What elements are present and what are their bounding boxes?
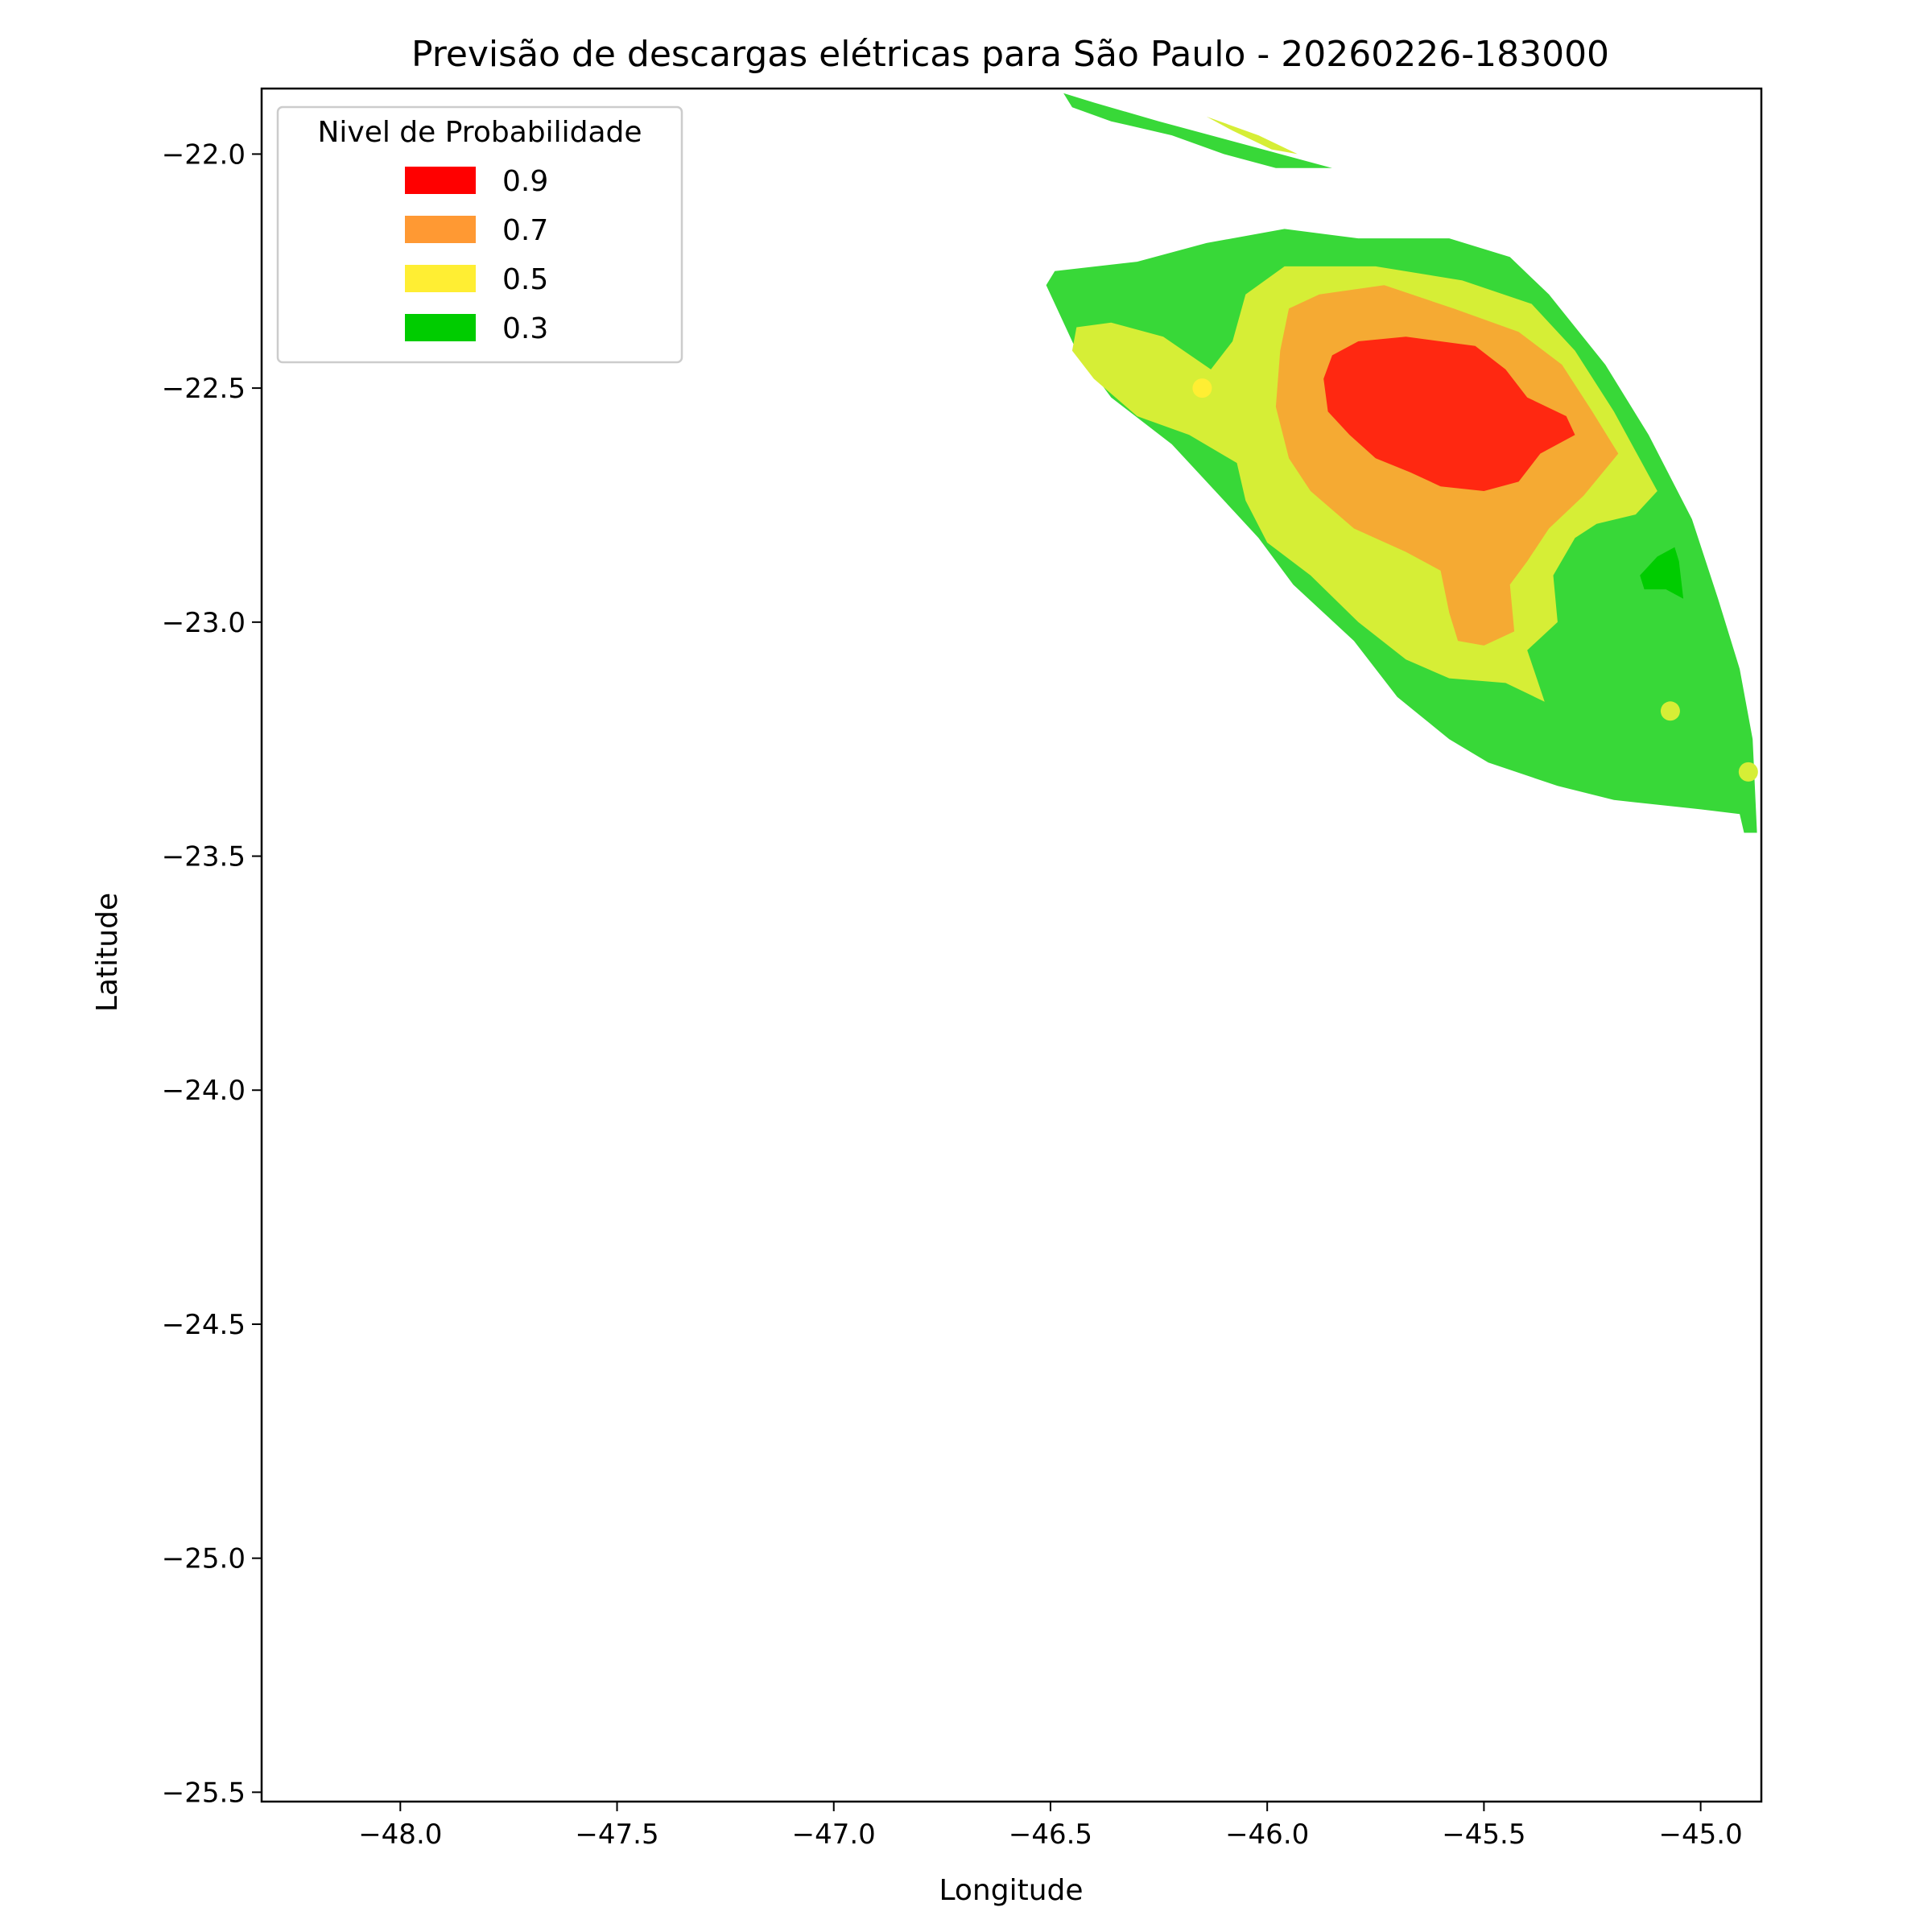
x-tick-label: −46.0 xyxy=(1225,1818,1309,1851)
legend-label: 0.5 xyxy=(502,263,548,296)
contour-spot-3 xyxy=(1738,762,1758,782)
y-tick-label: −23.0 xyxy=(162,607,246,639)
y-axis: −22.0 −22.5 −23.0 −23.5 −24.0 −24.5 −25.0 −25.5 xyxy=(162,138,262,1809)
y-tick-label: −25.5 xyxy=(162,1777,246,1809)
plot-frame xyxy=(260,87,1763,1803)
y-tick-label: −25.0 xyxy=(162,1543,246,1575)
x-tick-label: −48.0 xyxy=(358,1818,442,1851)
legend-box xyxy=(276,105,683,364)
y-tick-label: −24.5 xyxy=(162,1309,246,1341)
legend-title: Nivel de Probabilidade xyxy=(317,116,642,149)
x-axis: −48.0 −47.5 −47.0 −46.5 −46.0 −45.5 −45.0 xyxy=(358,1802,1743,1851)
legend-swatch xyxy=(405,314,476,341)
y-tick-label: −24.0 xyxy=(162,1075,246,1107)
plot-markers xyxy=(1192,378,1758,782)
contour-region-north-band-0.5 xyxy=(1206,116,1298,155)
x-tick-label: −46.5 xyxy=(1009,1818,1092,1851)
legend-label: 0.3 xyxy=(502,312,548,345)
x-axis-label: Longitude xyxy=(939,1874,1083,1907)
x-tick-label: −45.0 xyxy=(1659,1818,1743,1851)
x-tick-label: −47.5 xyxy=(575,1818,658,1851)
y-tick-label: −23.5 xyxy=(162,841,246,873)
legend-label: 0.9 xyxy=(502,165,548,198)
x-tick-label: −47.0 xyxy=(792,1818,876,1851)
x-tick-label: −45.5 xyxy=(1442,1818,1525,1851)
contour-spot-2 xyxy=(1660,701,1680,721)
y-tick-label: −22.0 xyxy=(162,138,246,171)
chart-title: Previsão de descargas elétricas para São… xyxy=(411,34,1609,75)
plot-regions xyxy=(1046,93,1757,833)
legend-swatch xyxy=(405,167,476,194)
legend: Nivel de Probabilidade 0.9 0.7 0.5 0.3 xyxy=(276,105,683,364)
y-tick-label: −22.5 xyxy=(162,373,246,405)
legend-swatch xyxy=(405,265,476,292)
contour-spot-1 xyxy=(1192,378,1212,398)
legend-entries: 0.9 0.7 0.5 0.3 xyxy=(405,165,548,345)
legend-swatch xyxy=(405,216,476,243)
contour-region-east-spot-0.3-dark xyxy=(1640,547,1684,599)
legend-label: 0.7 xyxy=(502,214,548,247)
y-axis-label: Latitude xyxy=(91,893,124,1012)
contour-region-main-region-0.9 xyxy=(1323,336,1575,491)
